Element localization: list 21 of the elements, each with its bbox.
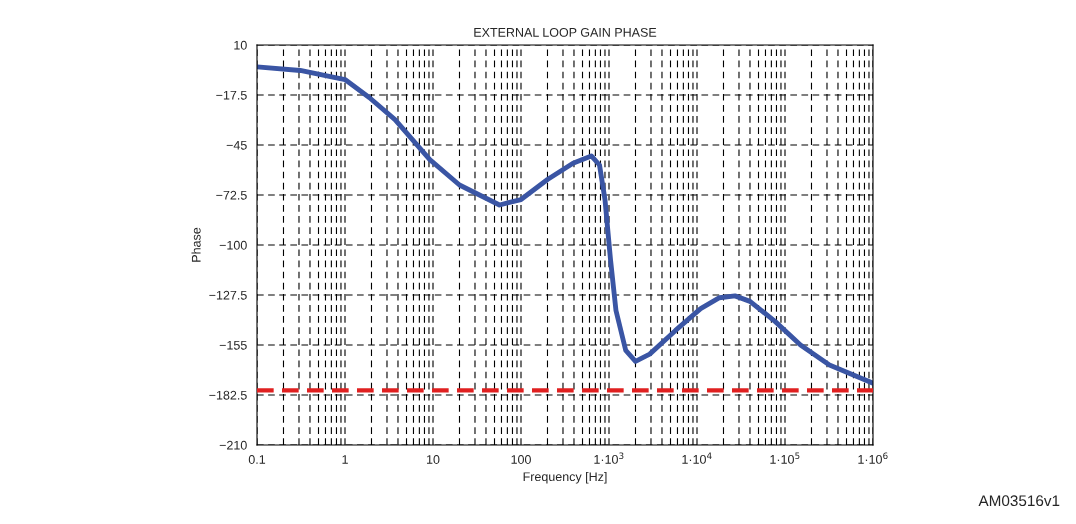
x-tick-label: 100 [511,455,531,464]
y-tick-label: 10 [234,40,247,50]
x-axis-title: Frequency [Hz] [523,471,607,484]
y-axis-title: Phase [191,227,201,262]
y-tick-label: −127.5 [209,290,247,300]
y-tick-label: −155 [219,340,247,350]
chart-title: EXTERNAL LOOP GAIN PHASE [474,27,657,37]
x-tick-label: 1·10$^{4}$ [682,452,712,464]
x-tick-label: 1·10$^{6}$ [858,452,888,464]
x-tick-label: 1·10$^{3}$ [594,452,624,464]
x-tick-label: 0.1 [248,455,266,464]
x-tick-label: 1·10$^{5}$ [770,452,800,464]
y-tick-label: −45 [226,140,247,150]
y-tick-label: −182.5 [209,390,247,400]
text: AM03516v1 [978,495,1060,507]
y-tick-label: −17.5 [216,90,247,100]
x-tick-label: 1 [342,455,348,464]
y-tick-label: −210 [219,440,247,450]
y-tick-label: −72.5 [216,190,247,200]
x-tick-label: 10 [427,455,440,464]
y-tick-label: −100 [219,240,247,250]
